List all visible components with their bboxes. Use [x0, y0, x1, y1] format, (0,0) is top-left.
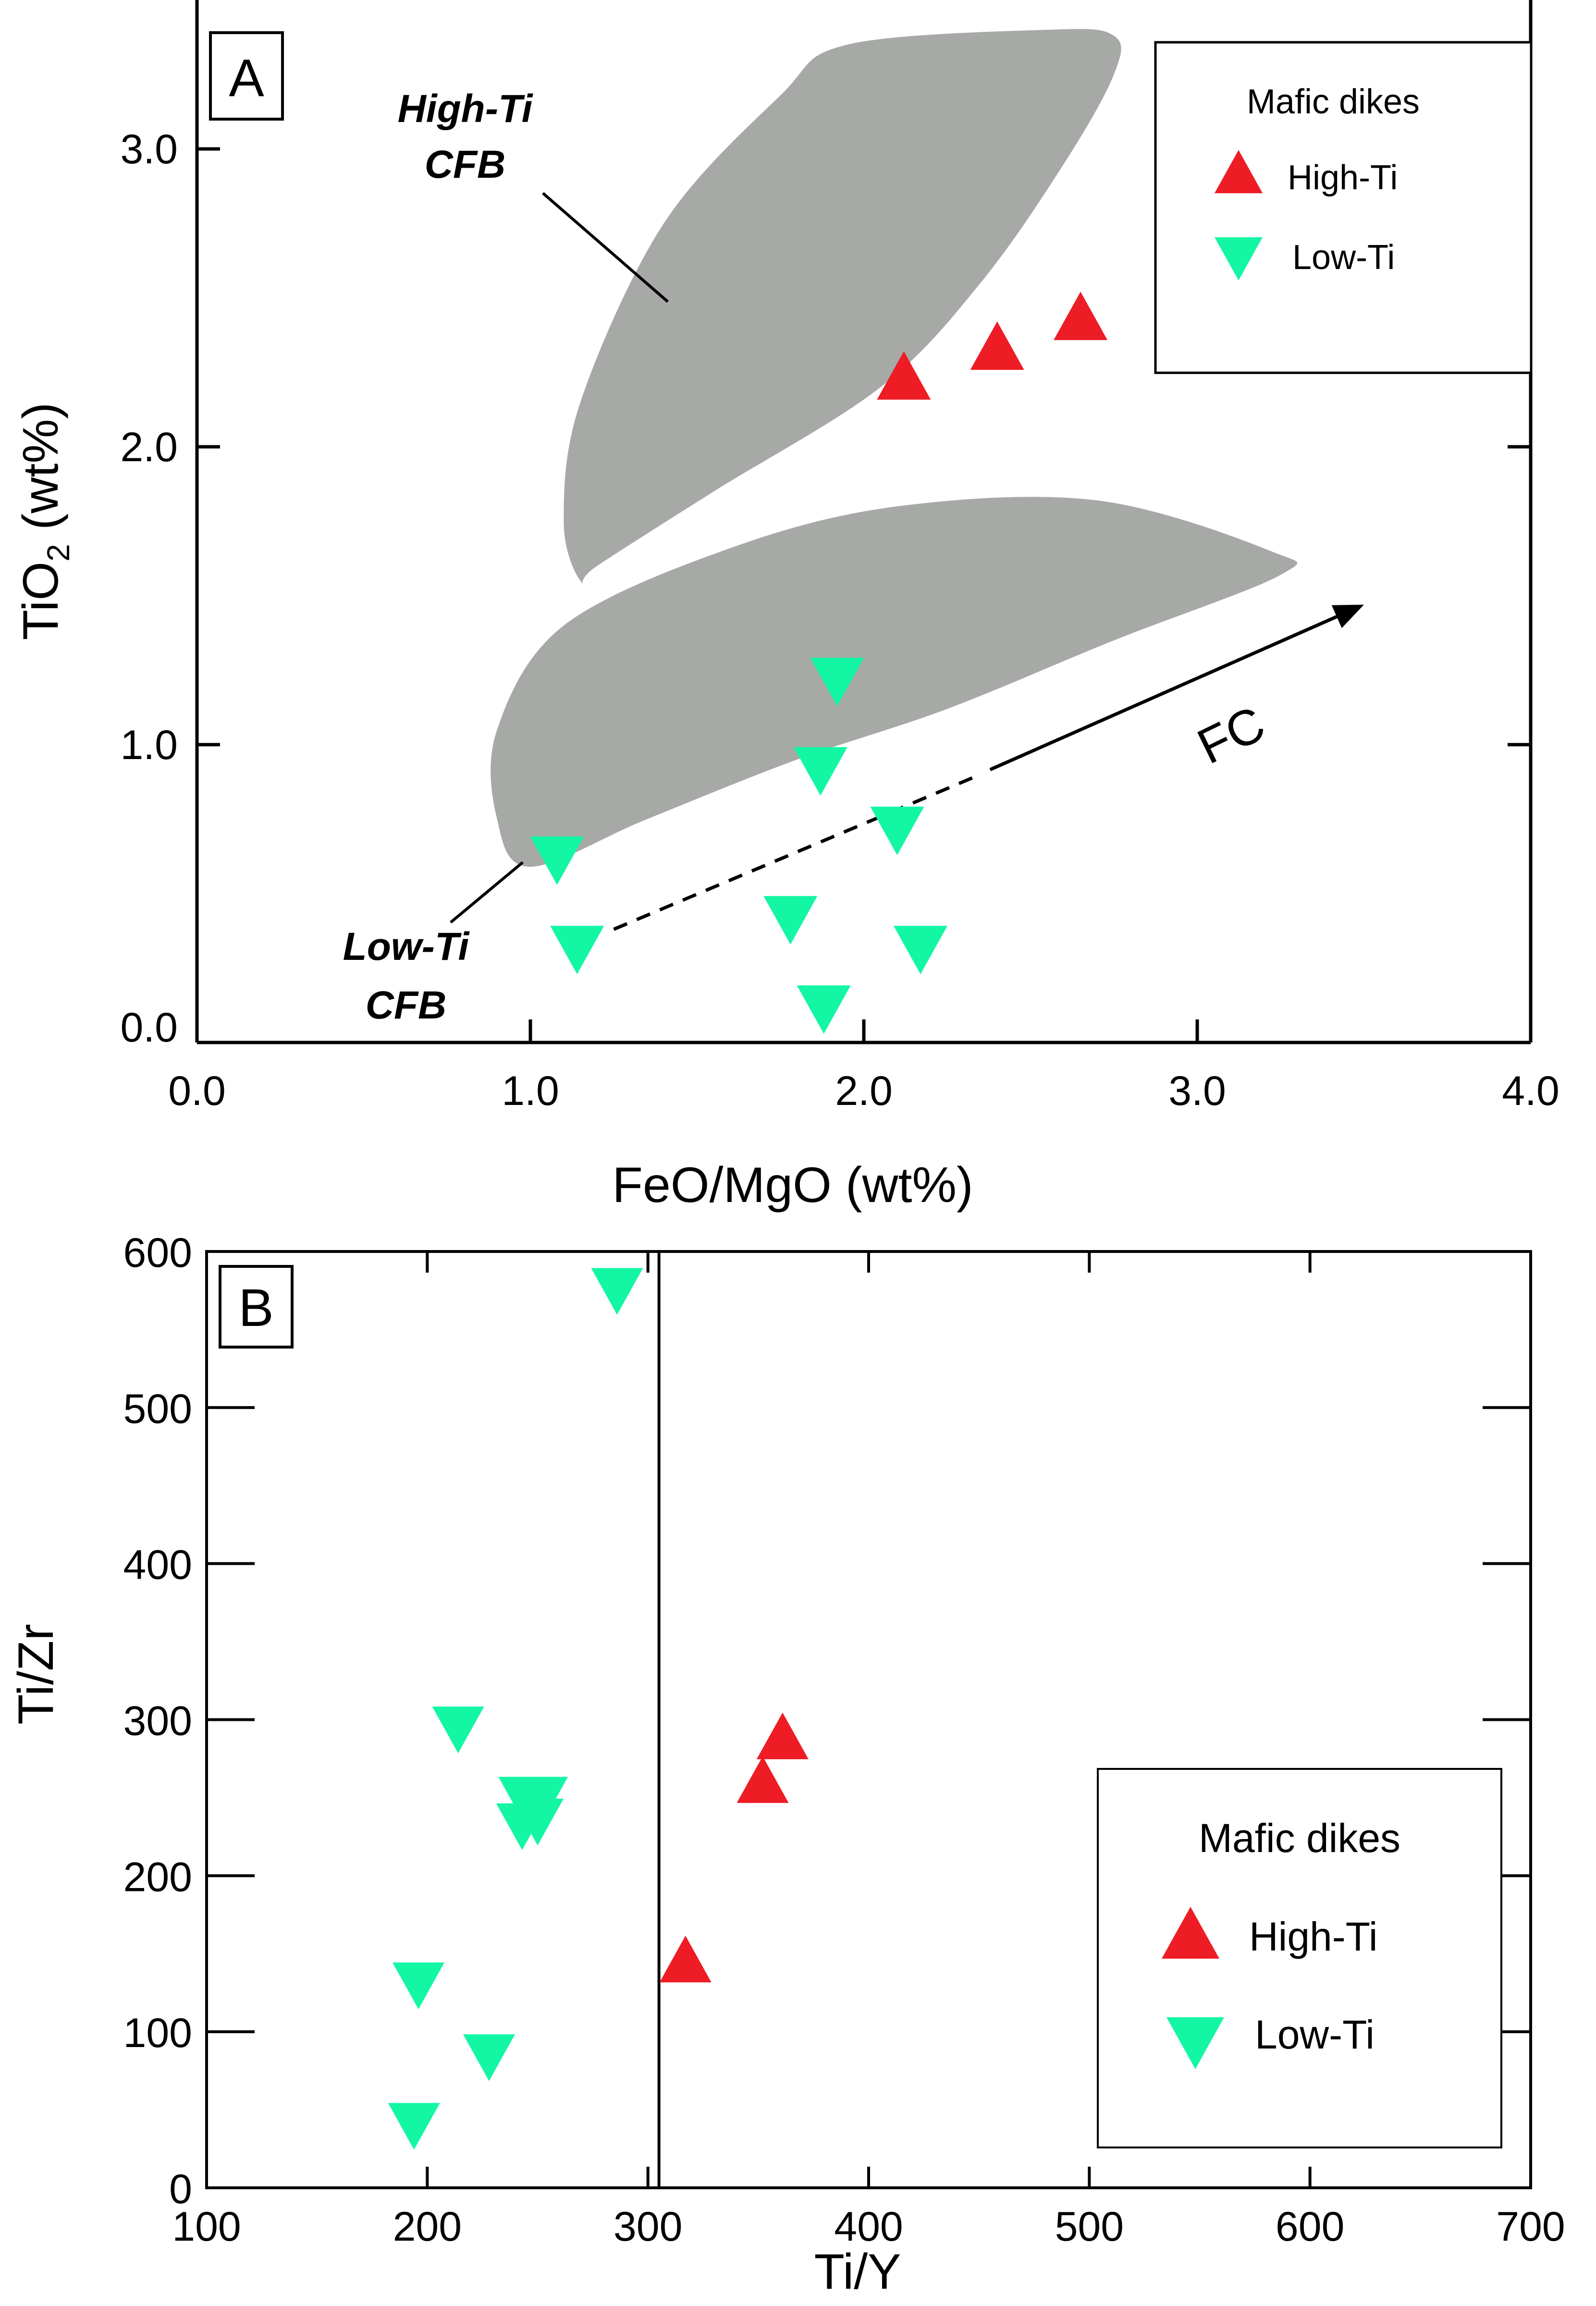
legend-label-high-ti: High-Ti [1249, 1914, 1378, 1959]
panel-tag-box [209, 31, 284, 121]
marker-low-ti [810, 658, 864, 706]
field-labels-layer: High-Ti CFB Low-Ti CFB [343, 87, 669, 1027]
x-tick-label: 300 [614, 2204, 683, 2250]
y-axis-title-subscript: 2 [40, 544, 76, 562]
points-layer [388, 1268, 809, 2150]
y-tick-label: 1.0 [120, 722, 178, 768]
legend-marker-low-ti [1215, 237, 1263, 281]
ticks-layer: 0.0 1.0 2.0 3.0 0.0 1.0 2.0 3.0 4.0 [120, 126, 1559, 1114]
panel-tag-text: B [238, 1278, 273, 1337]
marker-low-ti [793, 747, 847, 796]
field-label-low-ti-line1: Low-Ti [343, 925, 470, 969]
legend-box [1154, 41, 1533, 374]
marker-high-ti [970, 321, 1024, 370]
fields-layer [491, 29, 1298, 867]
y-axis-title: TiO2 (wt%) [13, 402, 76, 640]
marker-low-ti [388, 2103, 440, 2150]
field-label-high-ti-line2: CFB [425, 143, 506, 186]
marker-high-ti [659, 1936, 712, 1983]
legend-marker-high-ti [1215, 150, 1263, 194]
y-tick-label: 300 [123, 1698, 193, 1744]
leader-line-low-ti [450, 861, 524, 924]
legend-marker-low-ti [1166, 2017, 1224, 2069]
y-axis-title-main: TiO [13, 562, 69, 640]
marker-high-ti [1054, 292, 1108, 340]
y-tick-label: 0 [169, 2166, 192, 2212]
x-axis-title: Ti/Y [814, 2244, 901, 2300]
x-tick-label: 2.0 [835, 1068, 893, 1114]
y-axis-title-unit: (wt%) [13, 402, 69, 544]
y-tick-label: 0.0 [120, 1005, 178, 1051]
x-tick-label: 3.0 [1168, 1068, 1226, 1114]
legend-label-low-ti: Low-Ti [1255, 2012, 1375, 2057]
legend-marker-high-ti [1162, 1907, 1219, 1959]
panel-tag-a: A [209, 31, 284, 121]
x-tick-label: 4.0 [1502, 1068, 1559, 1114]
panel-a: High-Ti CFB Low-Ti CFB FC 0.01.02.03.00.… [13, 0, 1559, 1213]
field-low-ti-cfb [491, 497, 1298, 867]
marker-low-ti [591, 1268, 643, 1315]
marker-low-ti [432, 1706, 484, 1754]
x-tick-label: 400 [834, 2204, 903, 2250]
y-tick-label: 100 [123, 2010, 193, 2056]
leader-line-high-ti [542, 192, 669, 303]
y-tick-label: 200 [123, 1854, 193, 1900]
points-layer [530, 292, 1108, 1034]
x-axis-title: FeO/MgO (wt%) [612, 1157, 973, 1213]
x-tick-label: 200 [393, 2204, 462, 2250]
fc-arrow-dashed [613, 773, 982, 931]
marker-low-ti [894, 926, 947, 974]
fc-arrow-head [1331, 604, 1364, 628]
x-tick-label: 100 [172, 2204, 241, 2250]
y-tick-label: 3.0 [120, 126, 178, 172]
legend-title: Mafic dikes [1199, 1815, 1400, 1861]
x-tick-label: 1.0 [502, 1068, 559, 1114]
y-tick-label: 500 [123, 1386, 193, 1432]
y-tick-label: 400 [123, 1542, 193, 1588]
marker-high-ti [877, 351, 931, 400]
legend-label-low-ti: Low-Ti [1292, 238, 1395, 277]
field-label-low-ti-line2: CFB [366, 983, 447, 1027]
x-tick-label: 500 [1055, 2204, 1124, 2250]
marker-low-ti [763, 896, 818, 944]
y-tick-label: 600 [123, 1230, 193, 1276]
field-label-high-ti-line1: High-Ti [398, 87, 534, 131]
marker-low-ti [393, 1963, 444, 2010]
legend-title: Mafic dikes [1247, 83, 1420, 121]
marker-low-ti [797, 985, 851, 1034]
x-tick-label: 600 [1276, 2204, 1345, 2250]
x-tick-label: 0.0 [168, 1068, 226, 1114]
field-high-ti-cfb [564, 29, 1121, 584]
panel-tag-text: A [229, 49, 264, 108]
fc-arrow-solid [989, 615, 1338, 772]
marker-high-ti [737, 1756, 789, 1803]
marker-low-ti [550, 926, 604, 974]
marker-high-ti [756, 1712, 809, 1759]
x-tick-label: 700 [1496, 2204, 1565, 2250]
panel-tag-box [219, 1265, 294, 1349]
legend: Mafic dikes High-Ti Low-Ti [1154, 41, 1533, 374]
marker-low-ti [530, 836, 584, 885]
marker-low-ti [463, 2034, 515, 2081]
marker-low-ti [516, 1777, 568, 1824]
panel-tag-b: B [219, 1265, 294, 1349]
y-axis-title: Ti/Zr [8, 1624, 64, 1725]
legend: Mafic dikes High-Ti Low-Ti [1097, 1768, 1502, 2148]
fc-label: FC [1189, 696, 1273, 775]
y-tick-label: 2.0 [120, 424, 178, 470]
marker-low-ti [870, 807, 924, 855]
legend-label-high-ti: High-Ti [1288, 159, 1398, 197]
